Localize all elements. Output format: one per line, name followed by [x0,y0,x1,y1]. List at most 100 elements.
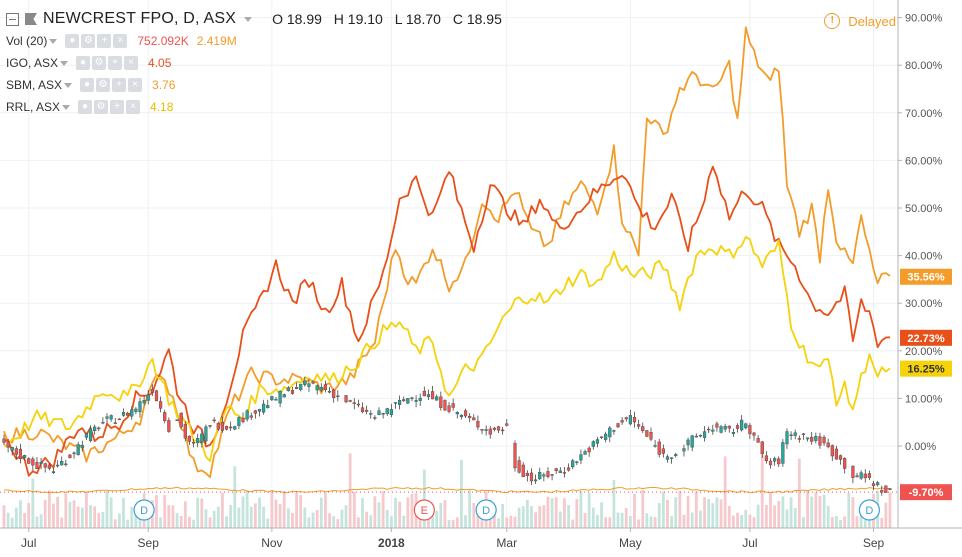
candle-body[interactable] [303,380,307,385]
candle-body[interactable] [72,452,76,455]
candle-body[interactable] [393,402,398,404]
chevron-down-icon[interactable] [62,104,71,110]
candle-body[interactable] [884,485,888,493]
candle-body[interactable] [299,383,303,390]
candle-body[interactable] [422,390,426,397]
candle-body[interactable] [484,429,488,431]
candle-body[interactable] [632,416,637,423]
candle-body[interactable] [542,474,546,477]
candle-body[interactable] [612,430,616,432]
candle-body[interactable] [117,418,121,421]
candle-body[interactable] [505,423,509,426]
eye-icon[interactable]: ● [80,78,95,92]
candle-body[interactable] [146,394,150,401]
candle-body[interactable] [735,425,740,429]
candle-body[interactable] [595,439,600,444]
candle-body[interactable] [773,458,777,462]
chevron-down-icon[interactable] [60,60,69,66]
candle-body[interactable] [546,471,550,477]
candle-body[interactable] [163,412,167,421]
candle-body[interactable] [669,457,674,459]
candle-body[interactable] [690,435,694,448]
series-line-sbm[interactable] [3,26,891,479]
candle-body[interactable] [101,421,105,424]
candle-body[interactable] [150,389,154,393]
candle-body[interactable] [187,435,192,442]
candle-body[interactable] [55,464,60,467]
candle-body[interactable] [550,474,554,476]
candle-body[interactable] [257,409,262,412]
gear-icon[interactable]: ⚙ [92,56,107,70]
candle-body[interactable] [249,415,253,418]
candle-body[interactable] [694,435,698,438]
candle-body[interactable] [47,464,51,469]
candle-body[interactable] [534,479,538,482]
candle-body[interactable] [571,460,575,468]
candle-body[interactable] [356,403,360,406]
candle-body[interactable] [381,413,385,415]
close-icon[interactable]: × [113,34,128,48]
candle-body[interactable] [501,429,505,432]
candle-body[interactable] [472,417,476,421]
candle-body[interactable] [175,419,179,421]
candle-body[interactable] [797,438,801,440]
candle-body[interactable] [521,464,525,478]
candle-body[interactable] [270,396,274,401]
candle-body[interactable] [740,419,744,431]
candle-body[interactable] [818,436,822,446]
candle-body[interactable] [814,435,818,441]
candle-body[interactable] [558,470,562,474]
candle-body[interactable] [179,412,183,428]
candle-body[interactable] [459,414,464,418]
candle-body[interactable] [781,442,785,464]
candle-body[interactable] [167,420,171,432]
candle-body[interactable] [665,456,670,460]
candle-body[interactable] [344,395,348,403]
candle-body[interactable] [838,455,843,460]
candle-body[interactable] [562,472,567,474]
candle-body[interactable] [859,472,863,479]
candle-body[interactable] [653,445,657,447]
candle-body[interactable] [224,426,229,430]
candle-body[interactable] [604,433,608,440]
candle-body[interactable] [274,399,278,401]
candle-body[interactable] [447,405,451,412]
candle-body[interactable] [599,436,604,438]
eye-icon[interactable]: ● [76,56,91,70]
candle-body[interactable] [649,431,653,440]
plus-icon[interactable]: + [110,100,125,114]
candle-body[interactable] [389,409,393,416]
candle-body[interactable] [18,448,23,459]
candle-body[interactable] [834,448,839,460]
candle-body[interactable] [31,458,35,466]
candle-body[interactable] [488,428,492,435]
candle-body[interactable] [88,428,93,441]
candle-body[interactable] [68,454,72,458]
candle-body[interactable] [538,472,542,480]
candle-body[interactable] [97,427,101,430]
candle-body[interactable] [843,458,847,469]
candle-body[interactable] [579,454,583,461]
candle-body[interactable] [158,401,163,409]
candle-body[interactable] [134,408,138,412]
event-marker[interactable] [133,499,155,521]
candle-body[interactable] [575,461,579,463]
candle-body[interactable] [398,400,402,405]
candle-body[interactable] [402,399,406,402]
candle-body[interactable] [764,455,768,462]
candle-body[interactable] [657,441,661,455]
candle-body[interactable] [805,437,810,440]
close-icon[interactable]: × [126,100,141,114]
candle-body[interactable] [748,425,752,435]
candle-body[interactable] [529,472,534,482]
candle-body[interactable] [719,426,723,433]
candle-body[interactable] [241,417,245,422]
candle-body[interactable] [711,429,715,432]
candle-body[interactable] [39,461,43,464]
candle-body[interactable] [365,409,369,412]
gear-icon[interactable]: ⚙ [81,34,96,48]
candle-body[interactable] [674,454,678,457]
candle-body[interactable] [212,419,216,422]
candle-body[interactable] [385,408,389,415]
candle-body[interactable] [282,394,286,398]
